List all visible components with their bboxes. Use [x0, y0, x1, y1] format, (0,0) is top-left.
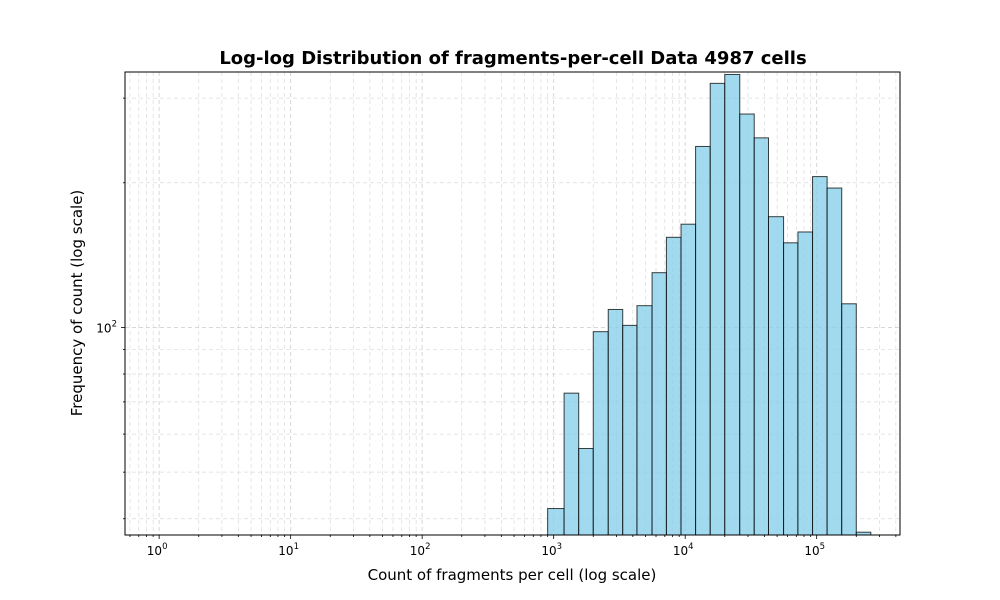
histogram-bars: [547, 73, 872, 536]
histogram-bar: [739, 113, 755, 536]
histogram-bar: [709, 82, 726, 536]
x-tick-label: 101: [278, 542, 299, 558]
histogram-bar: [783, 242, 799, 536]
histogram-bar: [622, 324, 638, 536]
y-tick-label: 102: [96, 319, 117, 335]
axis-ticks: 100 101 102 103 104 105 102: [96, 97, 897, 558]
histogram-bar: [826, 187, 843, 536]
x-tick-label: 104: [673, 542, 694, 558]
histogram-bar: [592, 331, 609, 536]
x-tick-label: 105: [804, 542, 825, 558]
x-tick-label: 102: [410, 542, 431, 558]
histogram-bar: [753, 137, 769, 536]
histogram-bar: [812, 176, 828, 536]
histogram-bar: [695, 145, 711, 536]
histogram-bar: [680, 223, 697, 536]
plot-area: 100 101 102 103 104 105 102: [96, 71, 901, 558]
histogram-bar: [607, 308, 624, 536]
y-axis-label: Frequency of count (log scale): [68, 190, 86, 417]
histogram-bar: [636, 305, 653, 536]
plot-frame: [124, 71, 901, 536]
histogram-bar: [563, 392, 580, 536]
histogram-bar: [578, 447, 594, 536]
histogram-bar: [651, 272, 667, 536]
x-tick-label: 103: [541, 542, 562, 558]
chart-title: Log-log Distribution of fragments-per-ce…: [219, 48, 806, 69]
x-axis-label: Count of fragments per cell (log scale): [368, 566, 657, 584]
histogram-bar: [767, 216, 785, 536]
histogram-bar: [841, 303, 857, 536]
histogram-bar: [724, 73, 741, 536]
histogram-bar: [547, 508, 565, 536]
histogram-bar: [797, 231, 814, 536]
histogram-bar: [665, 236, 682, 536]
x-tick-label: 100: [147, 542, 168, 558]
